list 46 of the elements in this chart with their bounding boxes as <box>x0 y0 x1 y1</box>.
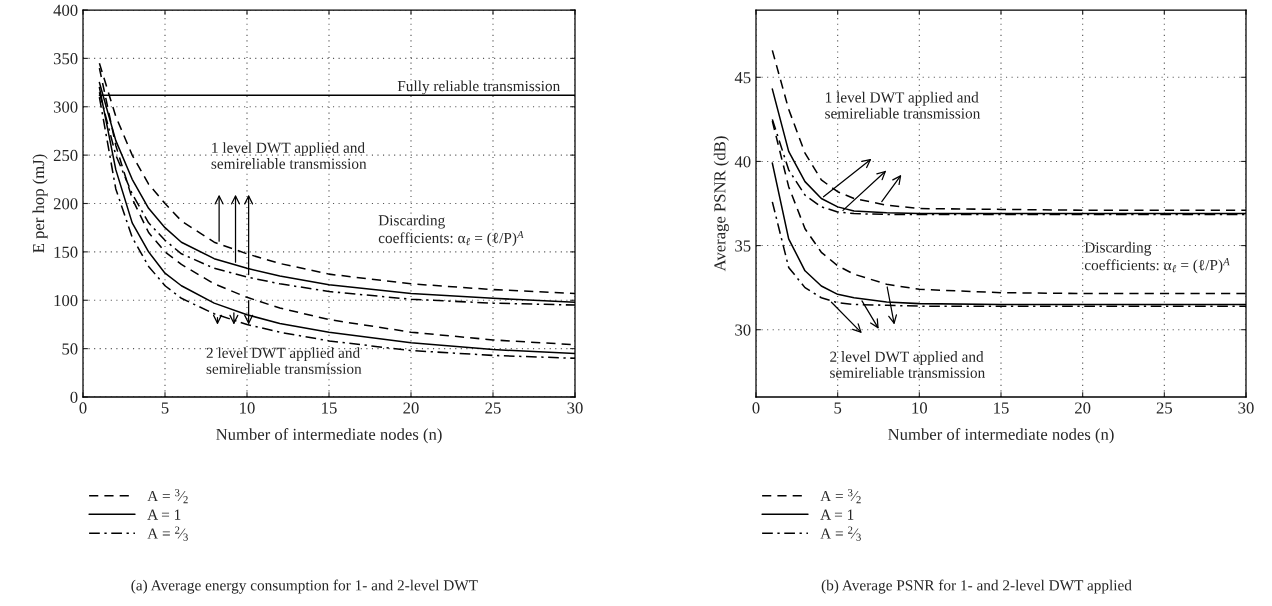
y-tick-label: 40 <box>734 156 751 168</box>
x-tick-label: 30 <box>1238 402 1254 414</box>
annotation: Fully reliable transmission <box>397 80 561 95</box>
y-axis-title: E per hop (mJ) <box>32 154 48 253</box>
y-tick-label: 30 <box>735 324 751 336</box>
legend-label: A = $^{3}$⁄$_{2}$ <box>820 489 861 504</box>
x-tick-label: 20 <box>403 402 419 414</box>
x-tick-label: 15 <box>322 402 337 414</box>
legend-label: A = $^{2}$⁄$_{3}$ <box>820 526 861 541</box>
y-tick-label: 45 <box>734 72 751 84</box>
x-tick-label: 25 <box>485 402 501 414</box>
legend-label: A = $^{3}$⁄$_{2}$ <box>147 489 188 504</box>
text: (a) Average energy consumption for 1- and 2-level DWT <box>131 579 478 594</box>
y-tick-label: 100 <box>54 294 78 307</box>
annotation: 1 level DWT applied and semireliable transmission <box>211 142 367 169</box>
y-tick-label: 0 <box>70 391 78 403</box>
x-tick-label: 0 <box>79 402 87 414</box>
y-tick-label: 150 <box>54 246 78 258</box>
x-tick-label: 5 <box>161 402 169 414</box>
x-tick-label: 30 <box>567 402 583 414</box>
legend-label: A = 1 <box>820 509 854 520</box>
y-tick-label: 400 <box>53 4 78 16</box>
y-axis-title: Average PSNR (dB) <box>713 136 729 272</box>
x-tick-label: 15 <box>994 402 1009 414</box>
x-tick-label: 25 <box>1156 402 1173 414</box>
annotation: Discarding coefficients: α$_{ℓ}$ = (ℓ/P)$^{A}$ <box>378 214 524 247</box>
y-tick-label: 300 <box>53 101 78 113</box>
annotation: 2 level DWT applied and semireliable transmission <box>206 347 362 374</box>
y-tick-label: 35 <box>735 240 751 252</box>
text: (b) Average PSNR for 1- and 2-level DWT applied <box>821 579 1132 594</box>
legend-label: A = 1 <box>147 509 181 520</box>
x-tick-label: 10 <box>912 402 928 414</box>
x-axis-title: Number of intermediate nodes (n) <box>216 428 442 444</box>
x-tick-label: 5 <box>834 402 842 414</box>
x-tick-label: 10 <box>240 402 255 414</box>
y-tick-label: 50 <box>62 343 78 355</box>
x-tick-label: 0 <box>752 402 760 414</box>
y-tick-label: 350 <box>53 53 78 65</box>
x-axis-title: Number of intermediate nodes (n) <box>888 428 1114 444</box>
annotation: Discarding coefficients: α$_{ℓ}$ = (ℓ/P)$^{A}$ <box>1084 241 1230 274</box>
y-tick-label: 200 <box>53 198 78 210</box>
y-tick-label: 250 <box>53 149 78 162</box>
x-tick-label: 20 <box>1075 402 1091 414</box>
annotation: 1 level DWT applied and semireliable transmission <box>825 91 981 119</box>
legend-label: A = $^{2}$⁄$_{3}$ <box>147 526 188 541</box>
annotation: 2 level DWT applied and semireliable transmission <box>830 351 985 378</box>
